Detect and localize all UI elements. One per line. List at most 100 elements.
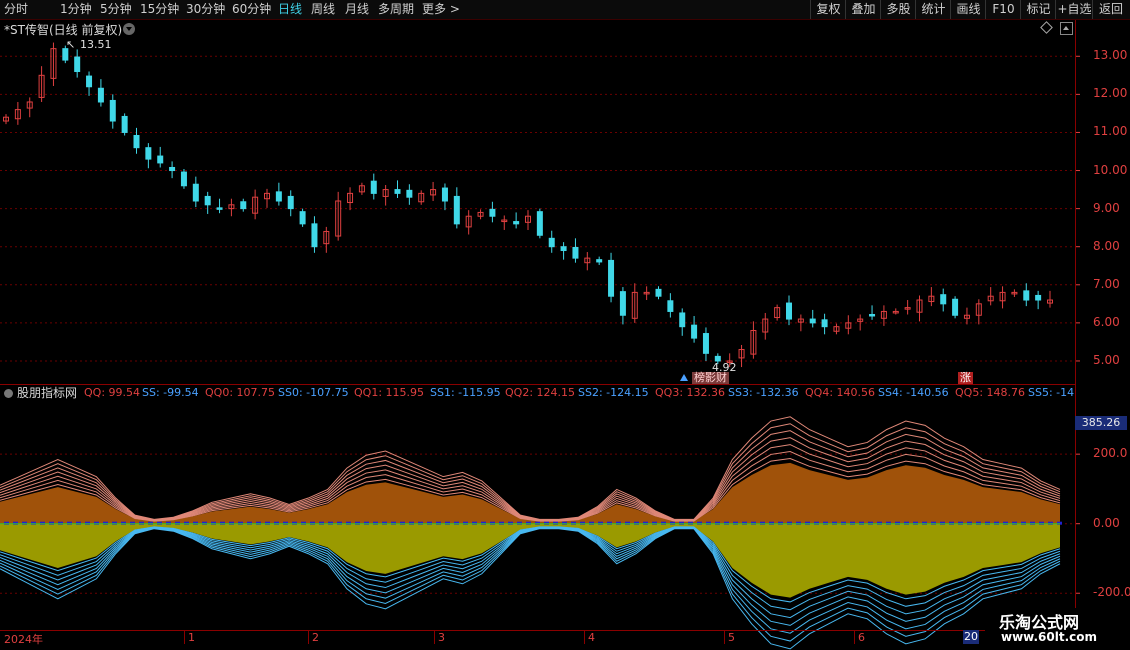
candle-body xyxy=(370,180,377,194)
candle-body xyxy=(323,230,330,245)
tool-button-4[interactable]: 画线 xyxy=(950,0,986,19)
candle-body xyxy=(821,319,828,328)
candlestick-series xyxy=(3,42,1053,368)
low-price-label: 4.92 xyxy=(712,361,737,374)
period-tab-9[interactable]: 多周期 xyxy=(378,2,415,16)
candle-body xyxy=(714,355,721,362)
price-tick-8: 5.00 xyxy=(1093,352,1120,367)
chart-toolbar: 分时 1分钟 5分钟 15分钟 30分钟 60分钟 日线 周线 月线 多周期 更多 > 复权 叠加 多股统… xyxy=(0,0,1130,20)
tool-button-2[interactable]: 多股 xyxy=(880,0,916,19)
indicator-lower-band xyxy=(0,528,1061,650)
tool-button-5[interactable]: F10 xyxy=(985,0,1021,19)
indicator-value-11: SS4: -140.56 xyxy=(878,386,949,399)
candle-body xyxy=(228,204,235,210)
indicator-value-4: QQ1: 115.95 xyxy=(354,386,425,399)
indicator-graphics xyxy=(0,416,1062,650)
date-axis: 2024年 1 2 3 4 5 6 xyxy=(0,630,1130,650)
price-tick-3: 10.00 xyxy=(1093,162,1128,177)
candle-body xyxy=(50,48,57,79)
period-tab-1[interactable]: 1分钟 xyxy=(60,2,92,16)
candle-body xyxy=(133,134,140,149)
period-tab-7[interactable]: 周线 xyxy=(311,2,336,16)
scroll-up-icon[interactable] xyxy=(1060,22,1073,35)
candle-body xyxy=(264,192,270,200)
candle-body xyxy=(975,303,982,316)
indicator-value-1: SS: -99.54 xyxy=(142,386,199,399)
indicator-menu-icon[interactable] xyxy=(4,389,13,398)
indicator-current-value: 385.26 xyxy=(1075,416,1127,430)
candle-body xyxy=(109,99,116,122)
period-tab-6[interactable]: 日线 xyxy=(278,2,303,16)
tool-button-1[interactable]: 叠加 xyxy=(845,0,881,19)
indicator-value-5: SS1: -115.95 xyxy=(430,386,501,399)
candle-body xyxy=(679,312,686,328)
candle-body xyxy=(418,192,425,203)
period-tab-5[interactable]: 60分钟 xyxy=(232,2,272,16)
candle-body xyxy=(382,189,389,197)
candle-body xyxy=(465,215,472,228)
tool-button-3[interactable]: 统计 xyxy=(915,0,951,19)
candle-body xyxy=(702,333,709,354)
candle-body xyxy=(216,207,223,210)
candle-body xyxy=(489,208,496,217)
candle-body xyxy=(560,246,567,252)
candle-body xyxy=(833,326,840,332)
candle-body xyxy=(26,101,33,109)
candle-body xyxy=(252,196,259,214)
period-tab-10[interactable]: 更多 > xyxy=(422,2,460,16)
candle-body xyxy=(928,295,935,303)
candle-body xyxy=(869,313,876,317)
candle-body xyxy=(477,211,484,217)
chevron-down-icon[interactable] xyxy=(123,23,135,35)
candle-body xyxy=(145,147,152,160)
period-tab-2[interactable]: 5分钟 xyxy=(100,2,132,16)
indicator-tick-2: -200.0 xyxy=(1093,585,1130,600)
candle-body xyxy=(335,200,342,237)
date-cursor-label: 20 xyxy=(963,630,979,644)
rise-tag[interactable]: 涨 xyxy=(958,371,973,384)
candle-body xyxy=(880,310,887,319)
price-tick-1: 12.00 xyxy=(1093,86,1128,101)
period-tab-3[interactable]: 15分钟 xyxy=(140,2,180,16)
tool-button-0[interactable]: 复权 xyxy=(810,0,846,19)
price-tick-6: 7.00 xyxy=(1093,276,1120,291)
event-tag[interactable]: 榜影财 xyxy=(692,371,729,384)
price-tick-7: 6.00 xyxy=(1093,314,1120,329)
candle-body xyxy=(963,314,970,319)
watermark-title: 乐淘公式网 xyxy=(999,613,1080,632)
indicator-value-12: QQ5: 148.76 xyxy=(955,386,1026,399)
candle-body xyxy=(904,307,911,310)
candle-body xyxy=(275,191,282,202)
candle-body xyxy=(62,48,69,61)
date-label-0: 2024年 xyxy=(4,633,43,646)
candle-body xyxy=(299,211,306,225)
candle-body xyxy=(667,300,674,312)
tool-button-6[interactable]: 标记 xyxy=(1020,0,1056,19)
candle-body xyxy=(940,294,947,305)
candle-body xyxy=(584,257,591,264)
candle-body xyxy=(608,259,615,297)
period-tab-0[interactable]: 分时 xyxy=(4,2,29,16)
tool-button-7[interactable]: +自选 xyxy=(1055,0,1093,19)
candle-body xyxy=(513,221,520,225)
candle-body xyxy=(74,56,81,73)
indicator-tick-1: 0.00 xyxy=(1093,515,1120,530)
candle-body xyxy=(845,322,852,329)
tool-button-8[interactable]: 返回 xyxy=(1092,0,1129,19)
indicator-name[interactable]: 股朋指标网 xyxy=(17,386,78,400)
candle-body xyxy=(97,87,104,103)
date-label-5: 5 xyxy=(728,631,735,644)
candle-body xyxy=(691,324,698,339)
indicator-upper-band xyxy=(0,416,1061,520)
candle-body xyxy=(1035,294,1042,301)
date-tick xyxy=(584,630,585,644)
candle-body xyxy=(762,318,769,333)
indicator-value-6: QQ2: 124.15 xyxy=(505,386,576,399)
watermark-url: www.60lt.com xyxy=(1001,630,1098,644)
candle-body xyxy=(809,318,816,324)
period-tab-8[interactable]: 月线 xyxy=(345,2,370,16)
candle-body xyxy=(180,171,187,187)
period-tab-4[interactable]: 30分钟 xyxy=(186,2,226,16)
price-tick-5: 8.00 xyxy=(1093,238,1120,253)
candle-body xyxy=(619,291,626,316)
